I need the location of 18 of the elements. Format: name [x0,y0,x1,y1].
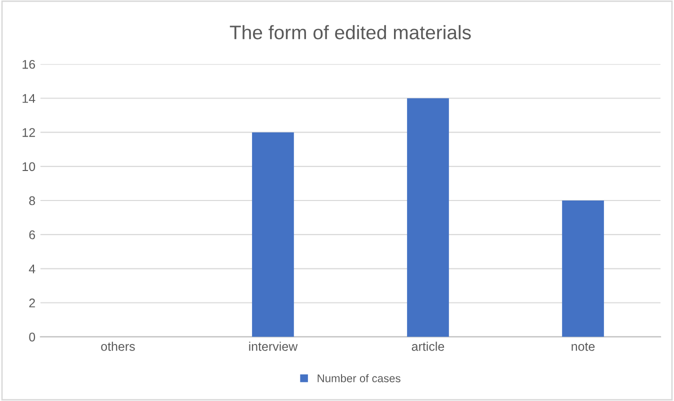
legend-label: Number of cases [318,374,400,382]
y-tick-label: 4 [28,264,36,274]
y-tick-label: 10 [22,162,36,172]
x-tick-label: article [412,342,444,351]
y-tick-label: 16 [22,60,36,69]
y-tick-label: 2 [29,298,35,308]
chart-title: The form of edited materials [230,25,471,40]
y-tick-label: 12 [22,128,35,137]
bar [562,200,604,337]
x-tick-label: others [101,342,135,351]
y-tick-label: 6 [29,230,36,240]
x-tick-label: note [572,342,595,351]
bar [407,98,449,337]
y-tick-label: 0 [29,332,36,342]
y-tick-label: 8 [29,196,36,206]
y-tick-label: 14 [22,94,36,103]
x-tick-label: interview [249,342,298,351]
bar [252,132,294,337]
